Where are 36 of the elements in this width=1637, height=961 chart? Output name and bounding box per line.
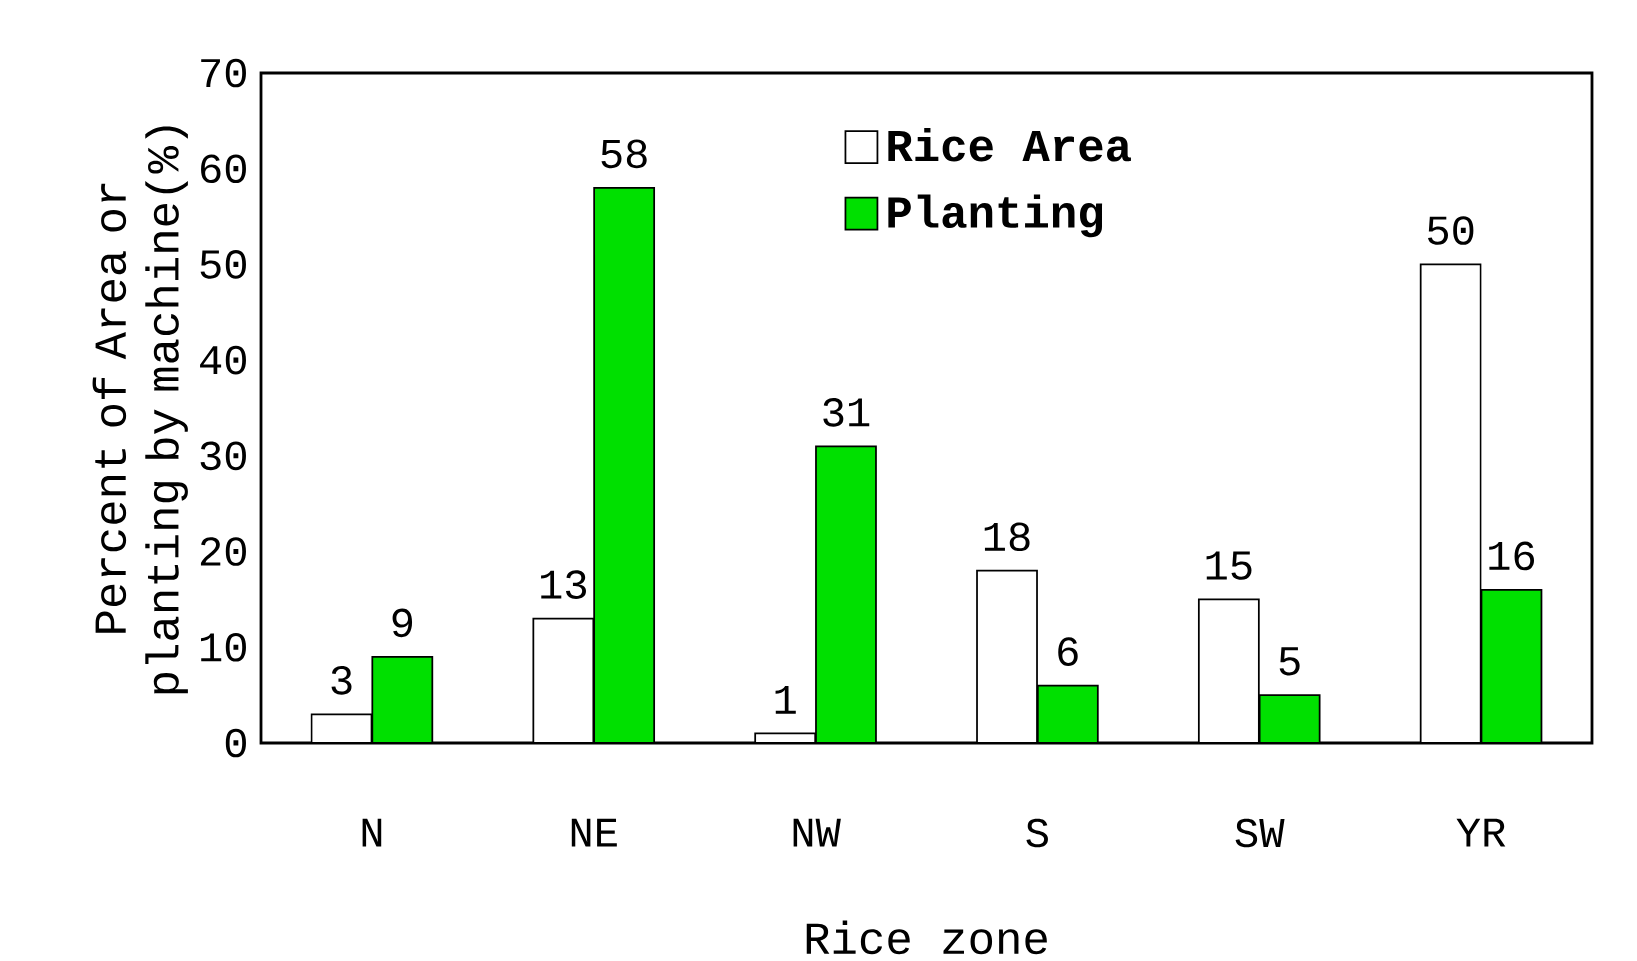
legend-label: Planting — [888, 194, 1103, 238]
data-label: 58 — [601, 139, 647, 169]
x-tick-label: NW — [793, 818, 841, 847]
data-label: 1 — [775, 686, 796, 714]
bar — [371, 655, 434, 743]
y-tick-label: 20 — [200, 537, 246, 566]
data-label: 18 — [984, 522, 1030, 552]
data-label: 50 — [1428, 216, 1474, 245]
bar — [815, 445, 877, 743]
data-label: 5 — [1279, 647, 1300, 676]
y-tick-label: 10 — [201, 632, 246, 662]
x-axis-title: Rice zone — [806, 920, 1047, 955]
x-tick-label: S — [1026, 818, 1048, 848]
data-label: 16 — [1489, 541, 1535, 571]
data-label: 9 — [392, 608, 413, 638]
data-label: 13 — [541, 570, 586, 599]
data-label: 31 — [823, 398, 870, 427]
data-label: 15 — [1206, 551, 1252, 580]
x-tick-label: NE — [571, 818, 617, 847]
y-tick-label: 50 — [200, 250, 246, 279]
y-axis-title: Percent of Area or planting by machine(%) — [92, 126, 188, 694]
x-tick-label: YR — [1456, 818, 1506, 847]
bar — [1036, 684, 1099, 743]
data-label: 3 — [331, 666, 352, 695]
y-tick-label: 70 — [201, 58, 246, 88]
bar — [593, 186, 656, 743]
x-tick-label: N — [362, 818, 382, 847]
legend-label: Rice Area — [888, 127, 1131, 162]
bar — [1258, 694, 1321, 743]
bar — [1480, 588, 1543, 743]
data-label: 6 — [1058, 637, 1078, 666]
y-tick-label: 40 — [200, 345, 246, 375]
y-tick-label: 0 — [225, 728, 246, 758]
x-tick-label: SW — [1235, 818, 1285, 848]
y-tick-label: 30 — [200, 441, 246, 471]
y-tick-label: 60 — [201, 154, 246, 184]
